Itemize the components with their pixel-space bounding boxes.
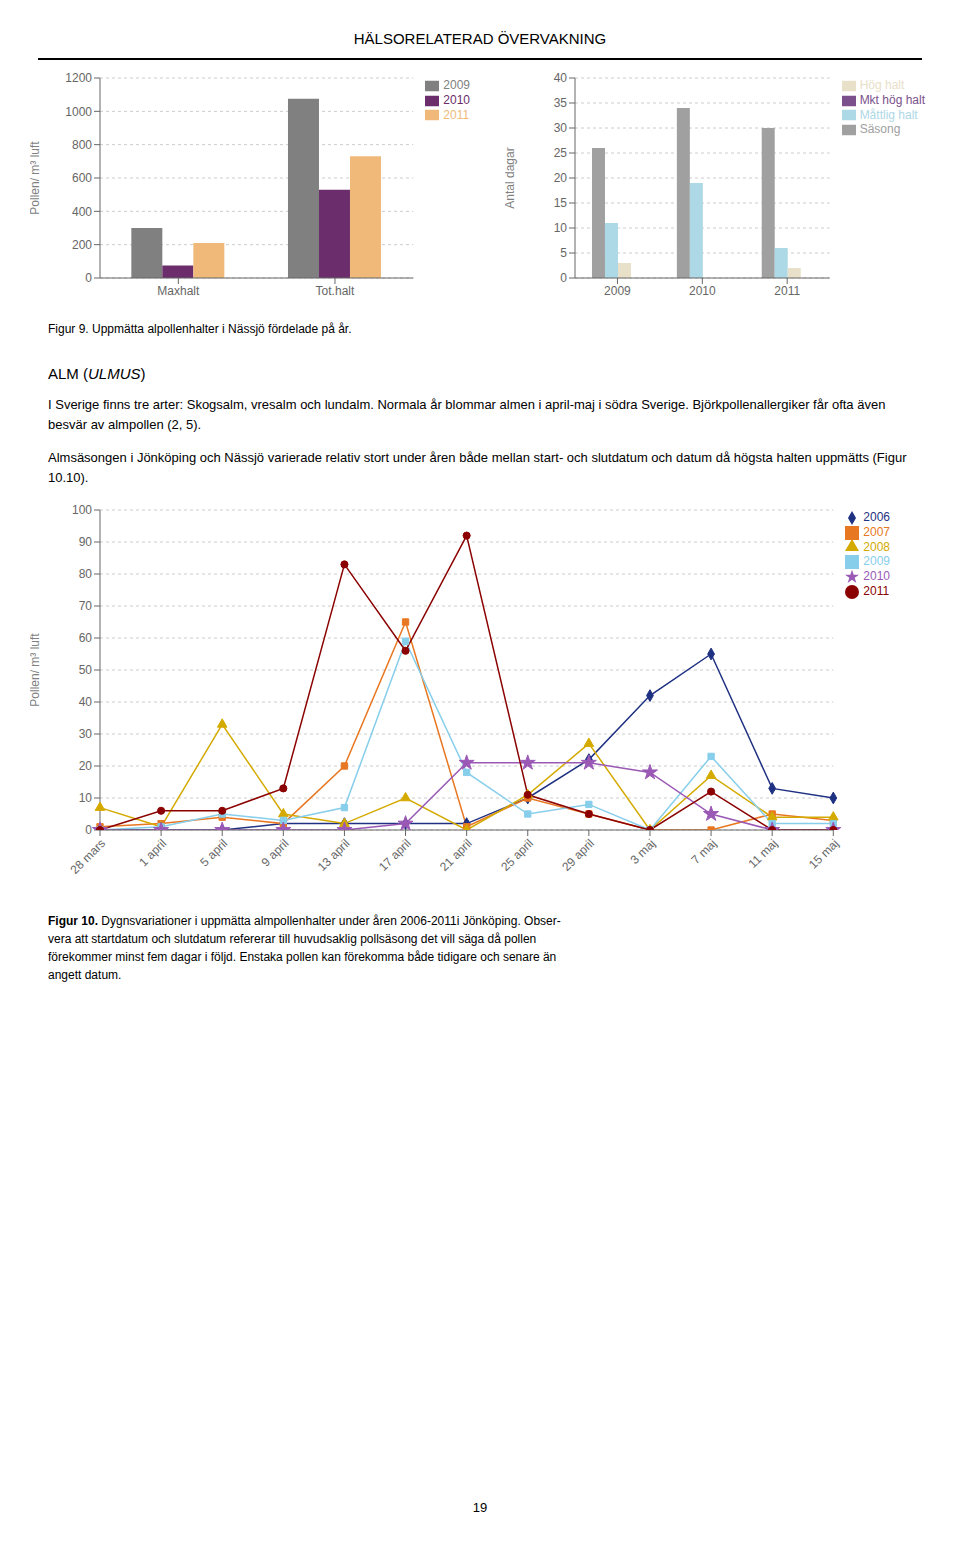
svg-text:800: 800 xyxy=(72,138,92,152)
svg-text:40: 40 xyxy=(79,695,93,709)
svg-text:0: 0 xyxy=(85,823,92,837)
svg-text:15 maj: 15 maj xyxy=(806,836,841,871)
svg-text:20: 20 xyxy=(79,759,93,773)
html-text:I Sverige finns tre arter: Sko: I Sverige finns tre arter: Skogsalm, vre… xyxy=(48,397,886,432)
svg-text:11 maj: 11 maj xyxy=(746,836,781,871)
svg-text:17 april: 17 april xyxy=(376,836,414,874)
svg-text:Pollen/ m³ luft: Pollen/ m³ luft xyxy=(30,141,42,215)
html-text:2007: 2007 xyxy=(863,524,890,539)
svg-text:3 maj: 3 maj xyxy=(627,836,658,867)
html-text:HÄLSORELATERAD ÖVERVAKNING: HÄLSORELATERAD ÖVERVAKNING xyxy=(353,30,607,47)
svg-text:1200: 1200 xyxy=(65,71,92,85)
svg-text:29 april: 29 april xyxy=(559,836,597,874)
svg-text:0: 0 xyxy=(560,271,567,285)
html-text:2006: 2006 xyxy=(863,510,890,524)
svg-text:0: 0 xyxy=(85,271,92,285)
svg-text:80: 80 xyxy=(79,567,93,581)
html-text:ALM (ULMUS): ALM (ULMUS) xyxy=(48,365,146,382)
html-text:2009: 2009 xyxy=(863,554,890,569)
html-text:19: 19 xyxy=(472,1500,488,1515)
svg-text:15: 15 xyxy=(554,196,568,210)
html-text:Hög halt: Hög halt xyxy=(859,78,905,92)
svg-text:7 maj: 7 maj xyxy=(689,836,720,867)
html-text:Måttlig halt: Måttlig halt xyxy=(859,107,918,122)
svg-text:20: 20 xyxy=(554,171,568,185)
svg-text:9 april: 9 april xyxy=(258,836,291,869)
html-text:2010: 2010 xyxy=(863,569,890,584)
svg-text:10: 10 xyxy=(554,221,568,235)
svg-text:2011: 2011 xyxy=(774,284,800,298)
html-text:Figur 9. Uppmätta alpollenhalt: Figur 9. Uppmätta alpollenhalter i Nässj… xyxy=(48,322,352,336)
svg-text:5 april: 5 april xyxy=(197,836,230,869)
svg-text:Maxhalt: Maxhalt xyxy=(157,284,200,298)
svg-text:70: 70 xyxy=(79,599,93,613)
svg-text:200: 200 xyxy=(72,238,92,252)
html-text:2008: 2008 xyxy=(863,539,890,554)
svg-text:90: 90 xyxy=(79,535,93,549)
svg-text:40: 40 xyxy=(554,71,568,85)
html-text:Almsäsongen i Jönköping och Nä: Almsäsongen i Jönköping och Nässjö varie… xyxy=(48,450,907,485)
svg-text:10: 10 xyxy=(79,791,93,805)
html-text:Figur 10. Dygnsvariationer i u: Figur 10. Dygnsvariationer i uppmätta al… xyxy=(48,914,561,982)
svg-text:30: 30 xyxy=(79,727,93,741)
svg-text:25 april: 25 april xyxy=(498,836,536,874)
svg-text:21 april: 21 april xyxy=(437,836,475,874)
html-text:2011: 2011 xyxy=(443,107,470,122)
svg-text:Pollen/ m³ luft: Pollen/ m³ luft xyxy=(30,633,42,707)
svg-text:13 april: 13 april xyxy=(315,836,353,874)
svg-text:2009: 2009 xyxy=(604,284,631,298)
svg-text:30: 30 xyxy=(554,121,568,135)
svg-text:2010: 2010 xyxy=(689,284,716,298)
svg-text:25: 25 xyxy=(554,146,568,160)
svg-text:5: 5 xyxy=(560,246,567,260)
svg-text:60: 60 xyxy=(79,631,93,645)
html-text:Säsong: Säsong xyxy=(859,122,901,137)
html-text:2011: 2011 xyxy=(863,584,890,599)
html-text:2009: 2009 xyxy=(443,78,470,92)
html-text:Mkt hög halt: Mkt hög halt xyxy=(859,92,925,107)
svg-text:600: 600 xyxy=(72,171,92,185)
svg-text:1000: 1000 xyxy=(65,105,92,119)
html-text:2010: 2010 xyxy=(443,92,470,107)
svg-text:Antal dagar: Antal dagar xyxy=(505,147,517,208)
svg-text:50: 50 xyxy=(79,663,93,677)
svg-text:400: 400 xyxy=(72,205,92,219)
svg-text:35: 35 xyxy=(554,96,568,110)
svg-text:100: 100 xyxy=(72,503,92,517)
svg-text:28 mars: 28 mars xyxy=(68,836,109,877)
svg-text:Tot.halt: Tot.halt xyxy=(316,284,355,298)
svg-text:1 april: 1 april xyxy=(136,836,169,869)
